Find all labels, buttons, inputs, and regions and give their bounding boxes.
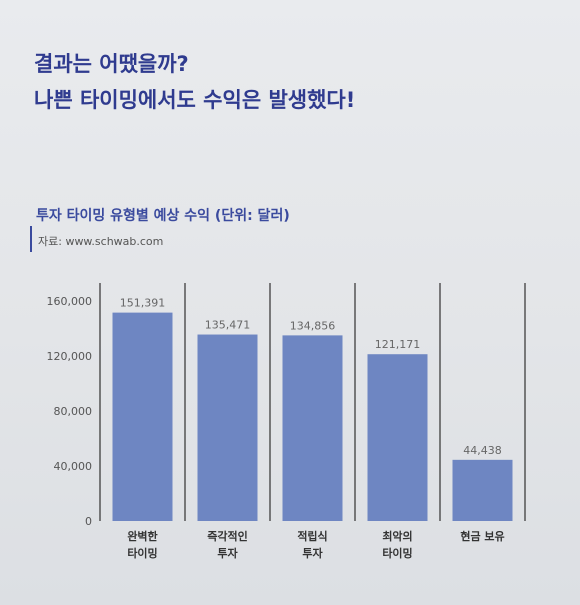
- x-category-label: 완벽한: [127, 529, 157, 543]
- x-category-label: 투자: [217, 546, 238, 560]
- y-tick-label: 160,000: [47, 295, 93, 308]
- x-category-label: 즉각적인: [207, 529, 247, 543]
- bar: [197, 334, 258, 521]
- bar: [112, 312, 173, 521]
- source-accent-bar: [30, 226, 32, 252]
- x-category-label: 타이밍: [382, 546, 412, 560]
- headline: 결과는 어땠을까? 나쁜 타이밍에서도 수익은 발생했다!: [34, 46, 355, 118]
- y-tick-label: 40,000: [54, 460, 93, 473]
- bar-value-label: 134,856: [290, 319, 336, 332]
- chart-title: 투자 타이밍 유형별 예상 수익 (단위: 달러): [36, 208, 290, 224]
- headline-line-1: 결과는 어땠을까?: [34, 52, 189, 76]
- bar-value-label: 151,391: [120, 297, 166, 310]
- headline-line-2: 나쁜 타이밍에서도 수익은 발생했다!: [34, 88, 356, 112]
- bar-chart: 0 40,000 80,000 120,000 160,000 151,391 완벽한타이밍…: [47, 283, 526, 560]
- x-category-label: 투자: [302, 546, 323, 560]
- bar-value-label: 44,438: [463, 444, 502, 457]
- bar: [367, 354, 428, 521]
- bar: [282, 335, 343, 521]
- x-category-label: 타이밍: [127, 546, 157, 560]
- bar-value-label: 121,171: [375, 338, 421, 351]
- y-tick-label: 80,000: [54, 405, 93, 418]
- y-tick-label: 0: [85, 515, 92, 528]
- x-category-label: 최악의: [382, 529, 412, 543]
- bar-value-label: 135,471: [205, 319, 251, 332]
- bar: [452, 459, 513, 521]
- x-category-label: 현금 보유: [460, 529, 504, 543]
- y-tick-label: 120,000: [47, 350, 93, 363]
- x-category-label: 적립식: [297, 529, 327, 543]
- chart-source: 자료: www.schwab.com: [38, 235, 164, 248]
